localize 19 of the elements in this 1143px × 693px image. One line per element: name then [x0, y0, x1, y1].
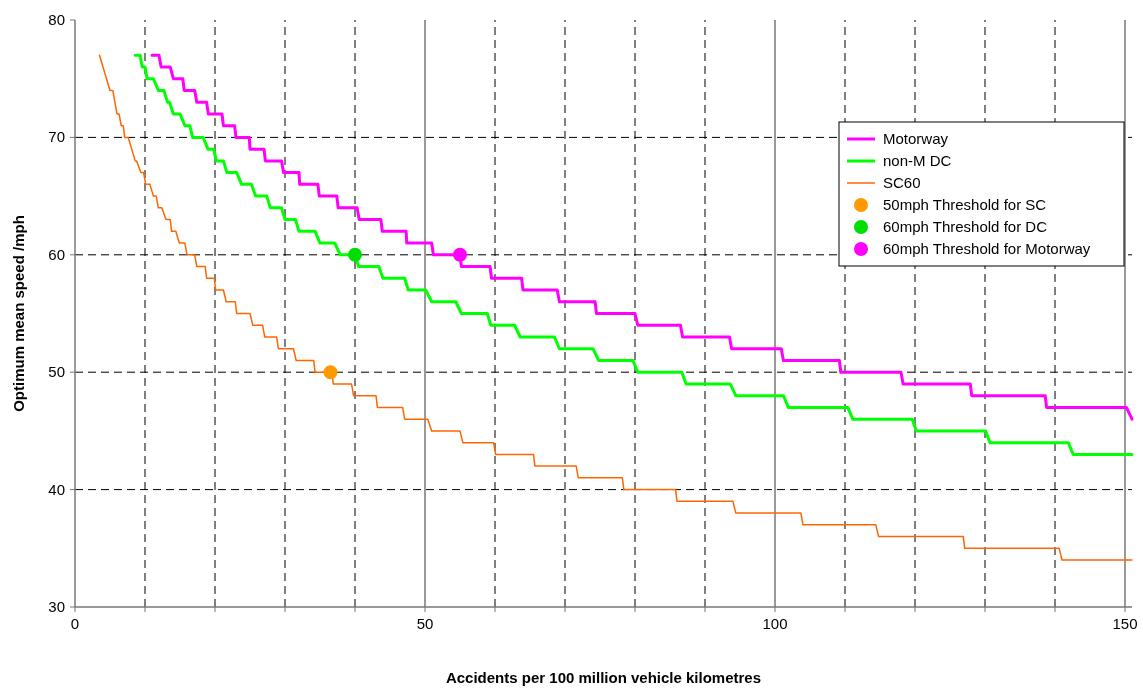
y-axis-title: Optimum mean speed /mph [10, 215, 27, 412]
x-tick-label: 150 [1112, 615, 1138, 632]
x-tick-label: 0 [70, 615, 80, 632]
y-tick-label: 30 [48, 598, 65, 615]
x-tick-label: 100 [762, 615, 788, 632]
legend-label: 60mph Threshold for Motorway [883, 240, 1091, 257]
x-tick-label: 50 [416, 615, 434, 632]
legend-label: 50mph Threshold for SC [883, 196, 1047, 213]
line-series [98, 54, 1133, 561]
legend-label: 60mph Threshold for DC [883, 218, 1048, 235]
y-tick-label: 80 [48, 11, 65, 28]
y-tick-label: 40 [48, 480, 65, 498]
legend-label: SC60 [883, 174, 921, 191]
y-tick-label: 70 [48, 128, 65, 146]
x-axis-title: Accidents per 100 million vehicle kilometres [445, 669, 762, 686]
y-tick-label: 50 [48, 363, 65, 381]
y-tick-label: 60 [48, 245, 65, 263]
legend-label: Motorway [883, 130, 949, 147]
legend-label: non-M DC [883, 152, 952, 169]
